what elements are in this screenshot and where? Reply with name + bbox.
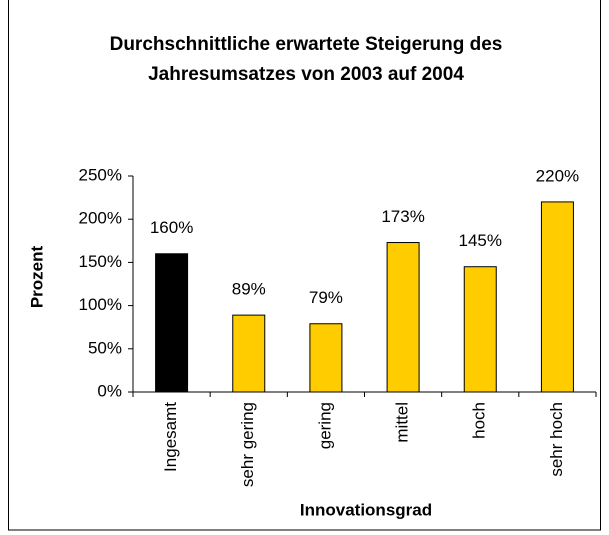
x-tick-label: sehr hoch bbox=[547, 402, 566, 477]
y-tick-label: 50% bbox=[88, 338, 122, 357]
bar bbox=[386, 242, 420, 393]
data-label: 160% bbox=[150, 218, 193, 237]
x-axis-title: Innovationsgrad bbox=[300, 500, 432, 519]
data-label: 79% bbox=[309, 288, 343, 307]
bar bbox=[232, 314, 266, 393]
bar bbox=[540, 201, 574, 393]
bar bbox=[155, 253, 189, 393]
y-axis-title: Prozent bbox=[27, 245, 46, 308]
bar bbox=[309, 323, 343, 393]
y-tick-label: 200% bbox=[79, 209, 122, 228]
x-tick-label: Ingesamt bbox=[161, 402, 180, 472]
x-tick-label: hoch bbox=[470, 402, 489, 439]
data-label: 220% bbox=[536, 166, 579, 185]
x-tick-label: mittel bbox=[393, 402, 412, 443]
y-tick-label: 250% bbox=[79, 165, 122, 184]
x-tick-label: sehr gering bbox=[238, 402, 257, 487]
chart-title: Jahresumsatzes von 2003 auf 2004 bbox=[148, 64, 464, 85]
data-label: 173% bbox=[381, 207, 424, 226]
chart-title: Durchschnittliche erwartete Steigerung d… bbox=[110, 34, 503, 55]
frame bbox=[8, 0, 601, 531]
x-tick-label: gering bbox=[315, 402, 334, 449]
bar bbox=[463, 266, 497, 393]
y-tick-label: 100% bbox=[79, 295, 122, 314]
data-label: 145% bbox=[459, 231, 502, 250]
y-tick-label: 0% bbox=[97, 381, 122, 400]
y-tick-label: 150% bbox=[79, 252, 122, 271]
data-label: 89% bbox=[232, 280, 266, 299]
